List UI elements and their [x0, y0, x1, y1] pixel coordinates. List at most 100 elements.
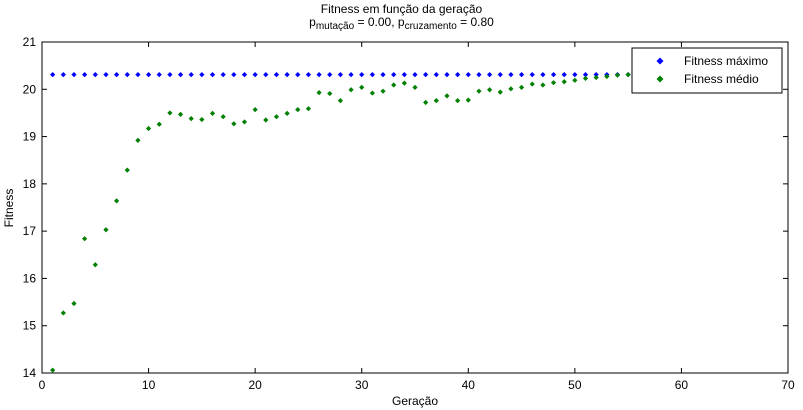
series-1 — [50, 72, 631, 373]
y-axis-label: Fitness — [2, 189, 16, 228]
data-point — [241, 119, 248, 125]
data-point — [231, 121, 237, 127]
subtitle-p-cruzamento: p — [397, 15, 405, 29]
data-point — [465, 97, 471, 103]
data-point — [209, 72, 216, 78]
data-point — [540, 82, 546, 88]
data-point — [92, 262, 98, 268]
y-tick-label: 19 — [23, 130, 37, 144]
data-point — [50, 72, 56, 78]
legend: Fitness máximo Fitness médio — [631, 47, 783, 94]
plot-area — [41, 41, 789, 374]
data-point — [135, 72, 141, 78]
data-point — [412, 72, 418, 78]
data-point — [423, 99, 429, 106]
data-point — [369, 72, 375, 78]
data-point — [92, 72, 98, 78]
data-point — [82, 72, 88, 78]
data-point — [582, 75, 589, 82]
y-tick-label: 16 — [23, 271, 37, 285]
data-point — [327, 90, 333, 97]
x-axis-label: Geração — [392, 394, 438, 408]
x-tick-label: 70 — [781, 378, 795, 392]
series-layer — [50, 72, 631, 373]
data-point — [71, 72, 77, 78]
data-point — [337, 98, 343, 104]
data-point — [572, 77, 578, 83]
x-tick-label: 40 — [462, 378, 476, 392]
data-point — [316, 72, 322, 78]
data-point — [476, 72, 482, 78]
data-point — [444, 72, 450, 78]
data-point — [50, 367, 56, 373]
data-point — [167, 72, 173, 78]
data-point — [156, 72, 162, 78]
y-tick-label: 18 — [23, 177, 37, 191]
data-point — [497, 72, 503, 78]
data-point — [359, 84, 365, 90]
data-point — [561, 79, 567, 85]
data-point — [465, 72, 471, 78]
subtitle-sub-cruzamento: cruzamento — [404, 21, 457, 32]
data-point — [476, 88, 482, 94]
data-point — [114, 198, 120, 204]
legend-box — [631, 47, 783, 94]
data-point — [401, 72, 407, 78]
x-tick-label: 30 — [355, 378, 369, 392]
data-point — [305, 72, 312, 78]
y-tick-label: 14 — [23, 366, 37, 380]
data-point — [487, 72, 493, 78]
series-0 — [50, 72, 631, 78]
data-point — [444, 93, 450, 99]
data-point — [167, 110, 173, 116]
y-tick-label: 21 — [23, 35, 37, 49]
data-point — [316, 89, 322, 96]
data-point — [593, 72, 599, 78]
data-point — [263, 72, 269, 78]
data-point — [401, 80, 407, 86]
data-point — [508, 72, 514, 78]
data-point — [423, 72, 429, 78]
chart-title: Fitness em função da geração — [320, 2, 483, 16]
data-point — [263, 117, 269, 123]
data-point — [582, 72, 589, 78]
chart-subtitle: pmutação = 0.00, pcruzamento = 0.80 — [0, 15, 803, 32]
data-point — [124, 72, 130, 78]
data-point — [380, 72, 386, 78]
data-point — [60, 310, 66, 316]
subtitle-value-mutacao: = 0.00, — [354, 15, 398, 29]
data-point — [103, 72, 109, 78]
x-tick-label: 0 — [39, 378, 46, 392]
data-point — [518, 72, 525, 78]
data-point — [188, 72, 194, 78]
data-point — [614, 72, 621, 78]
data-point — [604, 73, 610, 80]
data-point — [220, 72, 226, 78]
data-point — [60, 72, 66, 78]
data-point — [177, 111, 184, 117]
data-point — [518, 84, 525, 90]
legend-label-mean: Fitness médio — [684, 72, 759, 86]
data-point — [540, 72, 546, 78]
subtitle-sub-mutacao: mutação — [315, 21, 355, 32]
data-point — [455, 72, 461, 78]
x-tick-label: 10 — [142, 378, 156, 392]
data-point — [550, 72, 557, 78]
data-point — [359, 72, 365, 78]
data-point — [497, 89, 503, 95]
data-point — [145, 72, 152, 78]
data-point — [273, 72, 280, 78]
data-point — [124, 167, 130, 173]
data-point — [199, 72, 205, 78]
data-point — [114, 72, 120, 78]
data-point — [550, 80, 557, 86]
data-point — [391, 82, 397, 88]
data-point — [305, 106, 312, 112]
data-point — [625, 72, 631, 78]
data-point — [103, 227, 109, 233]
x-tick-label: 60 — [675, 378, 689, 392]
legend-marker-max — [656, 57, 664, 65]
data-point — [455, 98, 461, 104]
data-point — [508, 86, 514, 92]
